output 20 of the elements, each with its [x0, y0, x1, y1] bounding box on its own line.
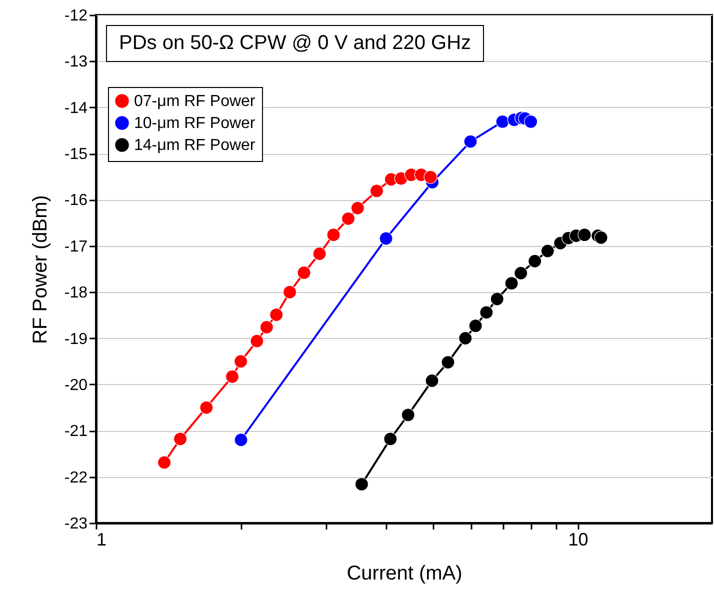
y-tick-label: -23: [64, 516, 88, 532]
y-tick-label: -19: [64, 330, 88, 348]
legend-label: 14-μm RF Power: [134, 137, 256, 154]
x-axis-title: Current (mA): [346, 562, 462, 584]
legend-label: 07-μm RF Power: [134, 93, 256, 110]
y-tick-label: -21: [64, 423, 88, 440]
legend-label: 10-μm RF Power: [134, 115, 256, 132]
x-tick-label: 1: [96, 530, 107, 550]
y-axis-title: RF Power (dBm): [29, 195, 52, 344]
y-tick-label: -16: [64, 192, 88, 210]
y-tick-label: -17: [64, 238, 88, 256]
y-tick-label: -18: [64, 284, 88, 302]
y-tick-label: -20: [64, 376, 88, 394]
y-tick-label: -12: [64, 8, 88, 24]
x-tick-label: 10: [568, 530, 588, 550]
y-tick-label: -14: [64, 100, 88, 117]
text: PDs on 50-Ω CPW @ 0 V and 220 GHz: [106, 25, 484, 62]
y-tick-label: -22: [64, 469, 88, 486]
y-tick-label: -15: [64, 146, 88, 164]
y-tick-label: -13: [64, 54, 88, 71]
